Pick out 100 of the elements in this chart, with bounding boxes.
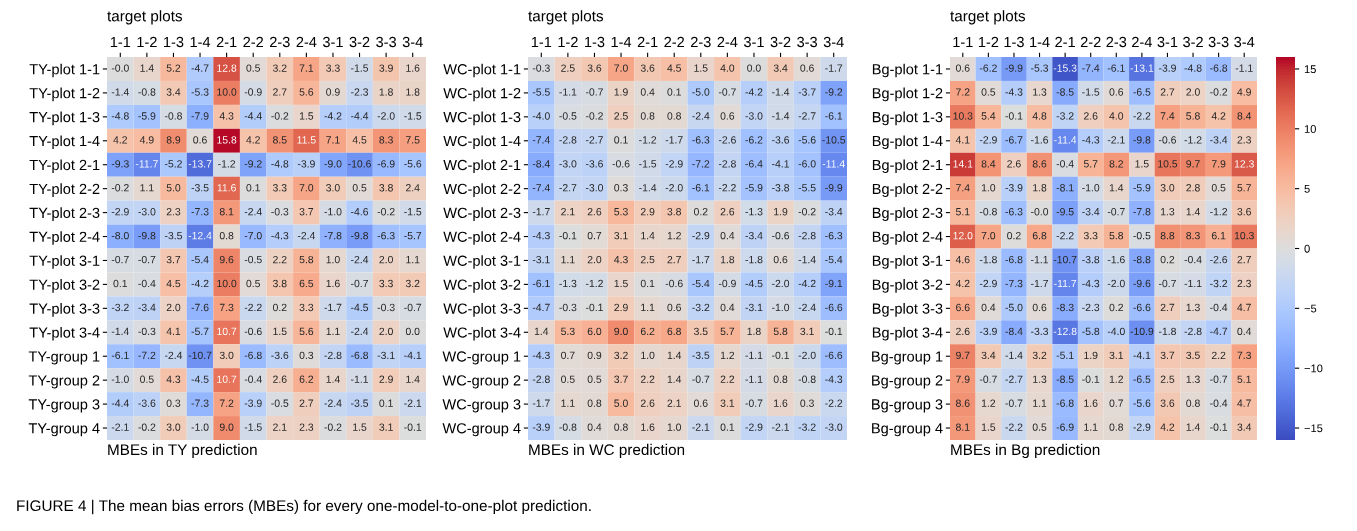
data-label: -1.5 xyxy=(351,64,369,72)
data-label: -6.2 xyxy=(745,136,763,144)
x-tick-label: 2-4 xyxy=(296,36,317,48)
data-label: 2.6 xyxy=(720,208,735,216)
data-label: 0.8 xyxy=(773,375,788,383)
data-label: 9.0 xyxy=(219,423,234,431)
data-label: -0.4 xyxy=(1210,303,1228,312)
data-label: 0.6 xyxy=(1032,303,1047,312)
data-label: 1.4 xyxy=(534,327,549,335)
data-label: 5.1 xyxy=(955,208,970,216)
data-label: -2.2 xyxy=(825,399,843,407)
data-label: 9.7 xyxy=(956,351,970,360)
data-label: 7.0 xyxy=(981,231,996,240)
data-label: 2.6 xyxy=(273,375,287,383)
data-label: 2.6 xyxy=(956,327,970,336)
data-label: 6.0 xyxy=(587,327,602,336)
data-label: 3.4 xyxy=(773,64,788,72)
data-label: 2.7 xyxy=(273,88,287,96)
data-label: 0.5 xyxy=(352,184,367,192)
data-label: 11.5 xyxy=(297,136,316,144)
y-tick-label: TY-plot 1-3 xyxy=(29,111,100,126)
data-label: -6.8 xyxy=(351,351,369,360)
y-tick-label: Bg-plot 2-1 xyxy=(872,159,943,174)
data-label: 7.0 xyxy=(614,64,628,72)
text: MBEs in WC prediction xyxy=(529,443,685,459)
data-label: -3.2 xyxy=(692,303,710,312)
y-tick-label: Bg-plot 3-3 xyxy=(872,303,943,317)
data-label: -2.9 xyxy=(1133,423,1151,431)
data-label: 3.2 xyxy=(405,279,420,288)
data-label: -0.7 xyxy=(111,255,129,264)
data-label: -0.7 xyxy=(718,88,736,96)
data-label: 4.2 xyxy=(246,136,260,144)
data-label: 3.1 xyxy=(720,399,735,407)
data-label: -2.1 xyxy=(772,423,790,431)
y-tick-label: Bg-plot 2-4 xyxy=(872,231,943,245)
data-label: -0.5 xyxy=(1133,231,1151,240)
y-tick-label: TY-plot 3-2 xyxy=(29,279,100,293)
y-tick-label: TY-plot 3-4 xyxy=(29,327,100,341)
data-label: -5.3 xyxy=(1031,64,1049,72)
data-label: 5.0 xyxy=(166,184,181,192)
data-label: 2.2 xyxy=(720,375,735,383)
data-label: 2.3 xyxy=(1237,279,1251,288)
data-label: 6.5 xyxy=(299,279,314,288)
data-label: -3.7 xyxy=(798,88,816,96)
data-label: -2.9 xyxy=(979,136,997,144)
data-label: 2.3 xyxy=(1237,136,1251,144)
data-label: -13.1 xyxy=(1130,64,1154,72)
data-label: 0.6 xyxy=(693,399,708,407)
y-tick-label: TY-plot 2-3 xyxy=(29,207,100,221)
data-label: -3.5 xyxy=(692,351,710,360)
y-tick-label: Bg-plot 2-2 xyxy=(872,183,943,197)
data-label: 0.5 xyxy=(561,375,575,383)
data-label: -10.6 xyxy=(348,160,371,168)
data-label: -0.2 xyxy=(1210,88,1228,96)
data-label: 3.3 xyxy=(326,64,340,72)
data-label: 3.4 xyxy=(166,88,181,96)
data-label: -6.0 xyxy=(798,160,816,168)
data-label: -3.4 xyxy=(1082,208,1100,216)
data-label: 3.0 xyxy=(219,351,234,360)
data-label: -2.6 xyxy=(718,136,736,144)
data-label: 0.1 xyxy=(246,184,260,192)
data-label: 0.4 xyxy=(1237,327,1252,336)
data-label: -1.2 xyxy=(585,279,603,288)
data-label: -6.5 xyxy=(1133,88,1151,96)
data-label: -5.1 xyxy=(1056,351,1074,360)
data-label: -2.8 xyxy=(798,231,816,240)
y-tick-label: TY-plot 2-2 xyxy=(29,183,100,197)
data-label: -1.5 xyxy=(244,423,262,431)
x-tick-label: 1-1 xyxy=(953,37,973,48)
data-label: 5.7 xyxy=(720,327,735,336)
data-label: -2.2 xyxy=(1133,112,1151,120)
x-tick-label: 2-4 xyxy=(717,36,738,48)
data-label: -7.4 xyxy=(532,136,550,144)
data-label: 4.8 xyxy=(1032,112,1047,120)
data-label: 2.7 xyxy=(1160,88,1175,96)
data-label: -0.4 xyxy=(244,375,262,383)
data-label: 7.0 xyxy=(299,184,314,192)
x-tick-label: 1-4 xyxy=(611,37,632,48)
data-label: 0.0 xyxy=(405,327,420,336)
data-label: -4.3 xyxy=(1082,136,1100,144)
data-label: -4.5 xyxy=(745,279,763,288)
data-label: 8.3 xyxy=(379,136,393,144)
y-tick-label: TY-plot 2-1 xyxy=(29,159,100,174)
data-label: -6.1 xyxy=(532,279,550,288)
y-tick-label: Bg-group 4 xyxy=(872,423,943,437)
data-label: -0.6 xyxy=(612,160,630,168)
x-tick-label: 1-4 xyxy=(190,37,211,48)
data-label: -2.9 xyxy=(665,160,683,168)
y-tick-label: Bg-group 3 xyxy=(872,399,943,413)
data-label: 3.3 xyxy=(299,303,314,312)
data-label: 4.7 xyxy=(1237,399,1251,407)
data-label: 1.4 xyxy=(667,351,682,359)
data-label: 1.3 xyxy=(1186,303,1200,312)
y-tick-label: TY-plot 3-1 xyxy=(29,255,100,269)
data-label: 4.2 xyxy=(955,279,970,288)
data-label: 0.5 xyxy=(587,375,602,383)
data-label: -1.7 xyxy=(665,136,683,144)
data-label: 0.6 xyxy=(773,255,788,264)
data-label: -2.9 xyxy=(745,423,763,431)
data-label: 6.8 xyxy=(1032,231,1047,240)
